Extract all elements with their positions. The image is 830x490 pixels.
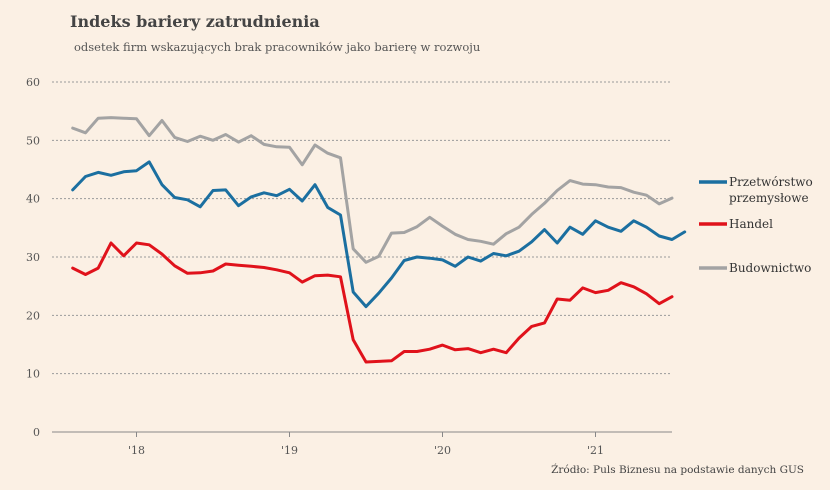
y-tick-label-40: 40 <box>26 193 40 206</box>
legend-label-0: przemysłowe <box>729 191 809 205</box>
x-tick-label: '20 <box>434 444 451 457</box>
series-line-1 <box>71 241 674 364</box>
y-tick-label-50: 50 <box>26 134 40 147</box>
y-tick-label-30: 30 <box>26 251 40 264</box>
y-tick-label-20: 20 <box>26 309 40 322</box>
y-tick-label-10: 10 <box>26 368 40 381</box>
series-line-0 <box>71 160 687 309</box>
y-tick-label-60: 60 <box>26 76 40 89</box>
legend-label-1: Handel <box>729 217 773 231</box>
legend-label-0: Przetwórstwo <box>729 175 813 189</box>
x-tick-label: '19 <box>281 444 298 457</box>
chart-title: Indeks bariery zatrudnienia <box>70 12 320 31</box>
chart-source: Źródło: Puls Biznesu na podstawie danych… <box>551 464 804 476</box>
x-tick-label: '18 <box>128 444 145 457</box>
legend-label-2: Budownictwo <box>729 261 811 275</box>
x-tick-label: '21 <box>587 444 604 457</box>
series-line-2 <box>71 116 674 264</box>
y-tick-label-0: 0 <box>33 426 40 439</box>
chart-subtitle: odsetek firm wskazujących brak pracownik… <box>74 40 481 54</box>
